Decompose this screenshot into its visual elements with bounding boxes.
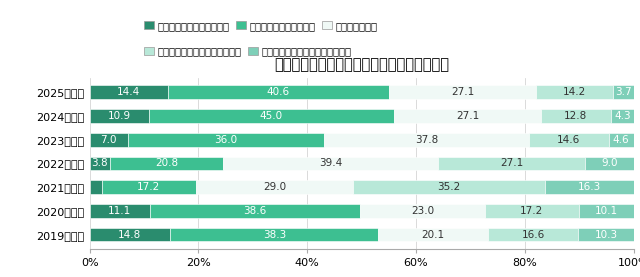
Text: 14.6: 14.6 — [557, 135, 580, 145]
Bar — [609, 133, 634, 147]
Text: 36.0: 36.0 — [214, 135, 237, 145]
Text: 29.0: 29.0 — [263, 182, 286, 192]
Bar — [168, 85, 389, 99]
Bar — [90, 228, 170, 242]
Text: 16.6: 16.6 — [522, 230, 545, 240]
Bar — [488, 228, 578, 242]
Bar — [90, 204, 150, 218]
Bar — [90, 133, 128, 147]
Text: 9.0: 9.0 — [602, 158, 618, 168]
Text: 14.2: 14.2 — [563, 87, 586, 97]
Bar — [578, 228, 634, 242]
Text: 17.2: 17.2 — [137, 182, 161, 192]
Bar — [579, 204, 634, 218]
Text: 45.0: 45.0 — [260, 111, 283, 121]
Bar — [90, 85, 168, 99]
Bar — [170, 228, 378, 242]
Bar — [90, 157, 110, 170]
Text: 38.6: 38.6 — [243, 206, 267, 216]
Bar — [438, 157, 585, 170]
Text: 10.9: 10.9 — [108, 111, 131, 121]
Text: 4.3: 4.3 — [614, 111, 631, 121]
Bar — [150, 204, 360, 218]
Legend: あまり売り手市場だと思わない, まったく売り手市場だと思わない: あまり売り手市場だと思わない, まったく売り手市場だと思わない — [143, 47, 351, 57]
Bar — [389, 85, 536, 99]
Bar — [90, 109, 149, 123]
Bar — [223, 157, 438, 170]
Bar — [611, 109, 634, 123]
Text: 23.0: 23.0 — [411, 206, 434, 216]
Bar — [394, 109, 541, 123]
Text: 14.8: 14.8 — [118, 230, 141, 240]
Text: 16.3: 16.3 — [578, 182, 601, 192]
Text: 11.1: 11.1 — [108, 206, 131, 216]
Bar — [102, 180, 196, 194]
Text: 27.1: 27.1 — [500, 158, 523, 168]
Text: 35.2: 35.2 — [438, 182, 461, 192]
Bar — [545, 180, 634, 194]
Bar — [360, 204, 485, 218]
Bar — [585, 157, 634, 170]
Bar — [541, 109, 611, 123]
Text: 27.1: 27.1 — [451, 87, 474, 97]
Text: 20.1: 20.1 — [422, 230, 445, 240]
Text: 10.3: 10.3 — [595, 230, 618, 240]
Text: 10.1: 10.1 — [595, 206, 618, 216]
Bar — [110, 157, 223, 170]
Text: 27.1: 27.1 — [456, 111, 479, 121]
Bar — [324, 133, 529, 147]
Bar — [485, 204, 579, 218]
Text: 17.2: 17.2 — [520, 206, 543, 216]
Text: 12.8: 12.8 — [564, 111, 588, 121]
Text: 7.0: 7.0 — [100, 135, 117, 145]
Bar — [614, 85, 634, 99]
Text: 20.8: 20.8 — [156, 158, 179, 168]
Bar — [529, 133, 609, 147]
Text: 38.3: 38.3 — [262, 230, 286, 240]
Text: 39.4: 39.4 — [319, 158, 342, 168]
Bar — [353, 180, 545, 194]
Text: 14.4: 14.4 — [117, 87, 140, 97]
Text: 40.6: 40.6 — [267, 87, 290, 97]
Bar — [149, 109, 394, 123]
Text: 4.6: 4.6 — [612, 135, 629, 145]
Title: ＜就職環境への考え（売り手市場の実感）＞: ＜就職環境への考え（売り手市場の実感）＞ — [274, 57, 449, 72]
Text: 3.8: 3.8 — [92, 158, 108, 168]
Text: 3.7: 3.7 — [615, 87, 632, 97]
Bar — [378, 228, 488, 242]
Text: 37.8: 37.8 — [415, 135, 438, 145]
Bar — [128, 133, 323, 147]
Bar — [536, 85, 614, 99]
Bar — [90, 180, 102, 194]
Bar — [196, 180, 353, 194]
